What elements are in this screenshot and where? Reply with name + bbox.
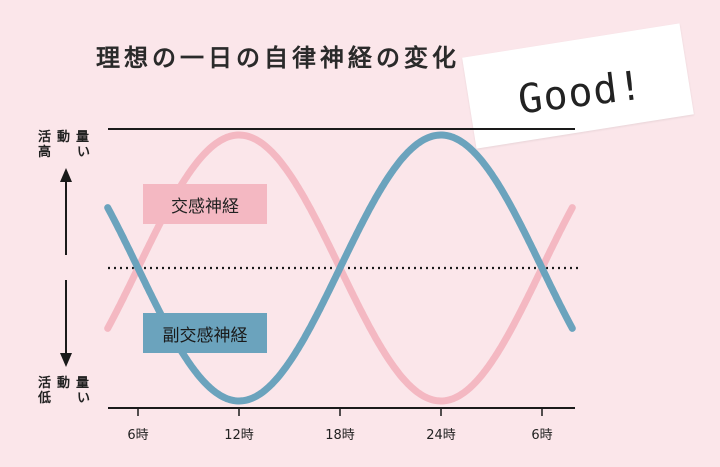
y-top-label-line2: 高い: [38, 145, 117, 160]
x-tick-label: 24時: [426, 428, 456, 443]
arrow-up-head: [60, 168, 72, 182]
legend-sympathetic: 交感神経: [143, 184, 267, 224]
x-tick-label: 12時: [224, 428, 254, 443]
series-parasympathetic-line: [104, 131, 576, 405]
x-tick-label: 6時: [531, 428, 553, 443]
arrow-down-head: [60, 353, 72, 367]
x-tick-label: 6時: [127, 428, 149, 443]
y-bottom-label-line1: 活動量: [38, 376, 96, 391]
y-bottom-label: 活動量 低い: [38, 376, 116, 406]
x-tick-label: 18時: [325, 428, 355, 443]
y-top-label-line1: 活動量: [38, 130, 96, 145]
chart-title: 理想の一日の自律神経の変化: [96, 44, 460, 72]
y-top-label: 活動量 高い: [38, 130, 116, 160]
y-bottom-label-line2: 低い: [38, 391, 117, 406]
legend-parasympathetic: 副交感神経: [143, 313, 267, 353]
